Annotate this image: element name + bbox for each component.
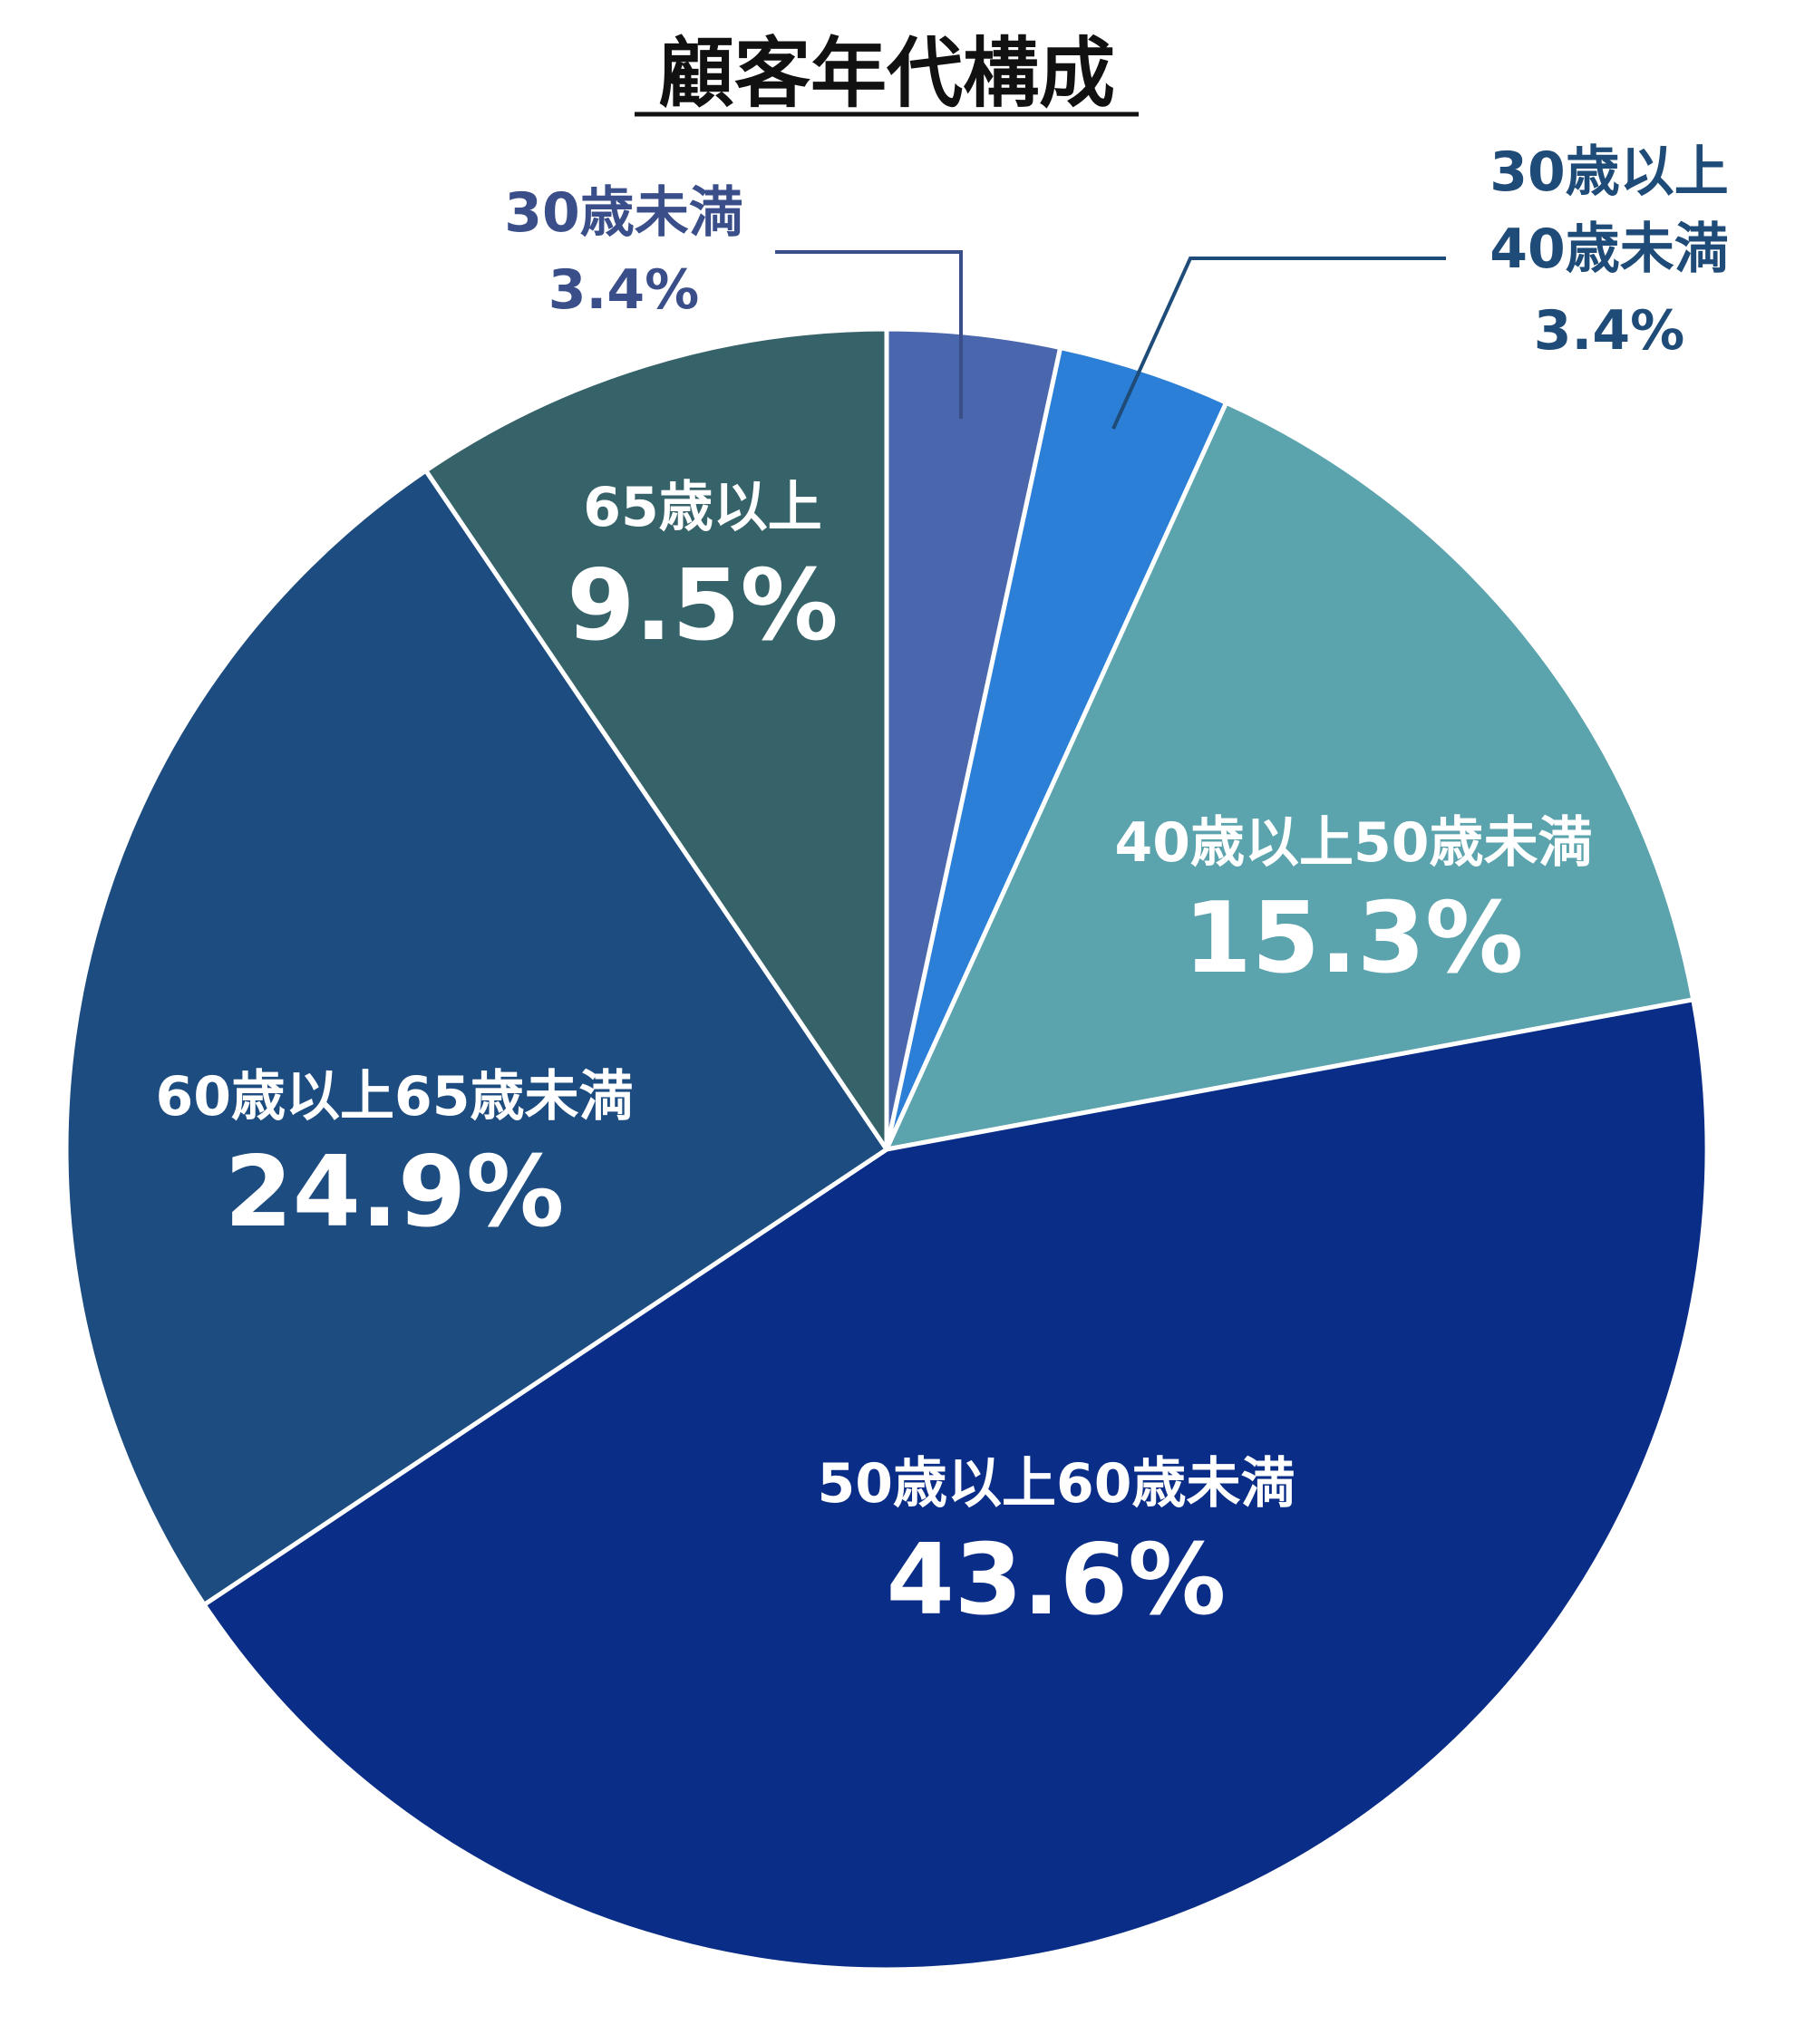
slice-label: 40歳未満 bbox=[1489, 218, 1729, 281]
leader-lines bbox=[775, 250, 1446, 430]
pie-slice bbox=[884, 400, 1696, 1152]
leader-line bbox=[775, 250, 963, 419]
pie-slice bbox=[423, 326, 889, 1152]
slice-label: 40歳以上50歳未満 bbox=[1115, 811, 1593, 875]
slice-value-label: 3.4% bbox=[1534, 299, 1684, 363]
slice-label: 65歳以上 bbox=[583, 476, 822, 539]
slice-value-label: 24.9% bbox=[225, 1136, 565, 1249]
pie-slice bbox=[201, 997, 1710, 1972]
slice-label: 30歳以上 bbox=[1489, 140, 1729, 204]
slice-value-label: 9.5% bbox=[567, 549, 839, 663]
leader-line bbox=[1111, 257, 1446, 430]
slice-label: 30歳未満 bbox=[504, 181, 743, 245]
slice-value-label: 15.3% bbox=[1184, 882, 1524, 995]
pie-slice bbox=[63, 468, 889, 1607]
pie-slices bbox=[63, 326, 1710, 1972]
slice-value-label: 43.6% bbox=[887, 1524, 1227, 1637]
chart-title: 顧客年代構成 bbox=[658, 29, 1115, 118]
slice-labels: 30歳未満 3.4% 30歳以上 40歳未満 3.4% 40歳以上50歳未満 15.3% 50… bbox=[156, 140, 1729, 1637]
slice-value-label: 3.4% bbox=[548, 258, 699, 322]
slice-label: 50歳以上60歳未満 bbox=[818, 1452, 1295, 1516]
slice-label: 60歳以上65歳未満 bbox=[156, 1065, 634, 1129]
